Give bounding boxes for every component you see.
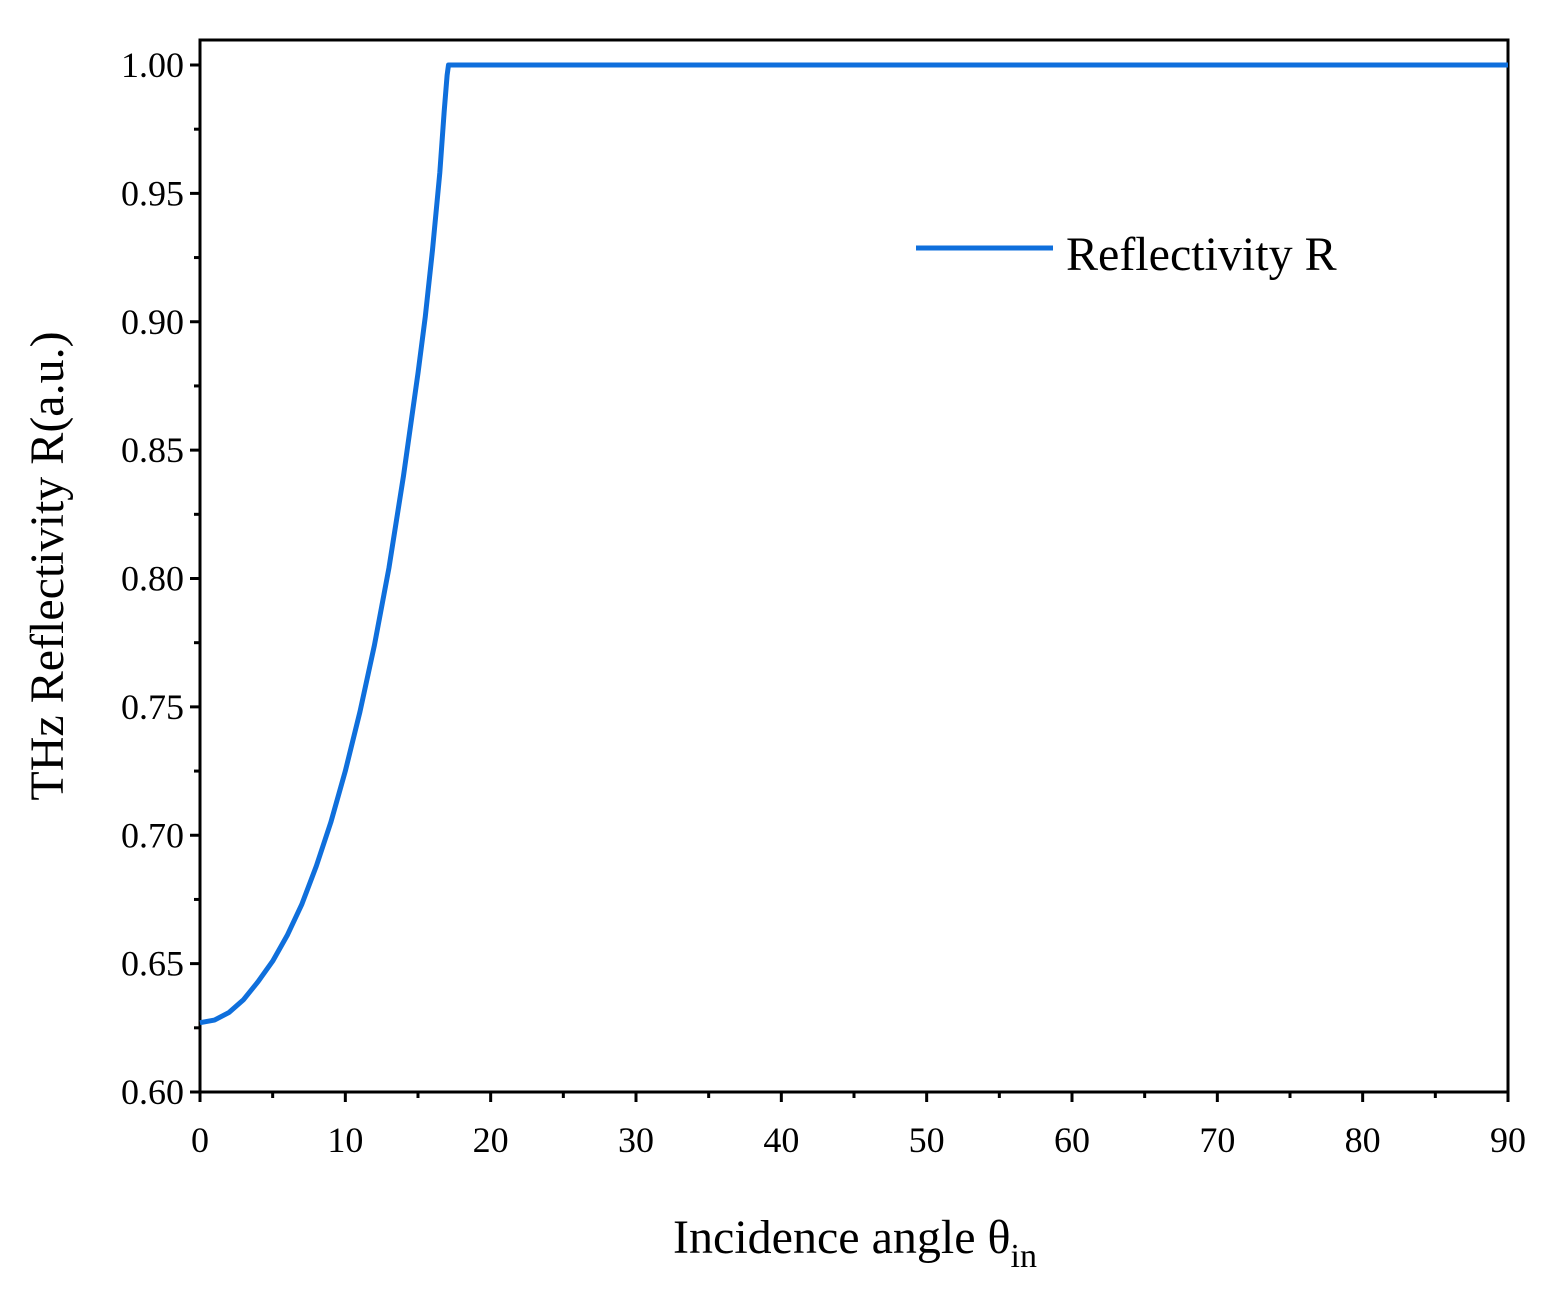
y-tick-label: 0.95 xyxy=(121,173,184,213)
x-axis-ticks: 0 10 20 30 40 50 60 70 80 90 xyxy=(191,1092,1526,1160)
x-tick-label: 50 xyxy=(909,1120,945,1160)
x-axis-title: Incidence angle θin xyxy=(673,1211,1037,1275)
x-tick-label: 70 xyxy=(1199,1120,1235,1160)
y-tick-label: 0.85 xyxy=(121,430,184,470)
y-tick-label: 0.70 xyxy=(121,815,184,855)
y-axis-title: THz Reflectivity R(a.u.) xyxy=(21,331,74,800)
series-line xyxy=(199,62,1508,1026)
y-tick-label: 0.65 xyxy=(121,944,184,984)
x-tick-label: 40 xyxy=(763,1120,799,1160)
legend-label: Reflectivity R xyxy=(1066,228,1337,281)
x-tick-label: 60 xyxy=(1054,1120,1090,1160)
x-tick-label: 10 xyxy=(327,1120,363,1160)
plot-frame xyxy=(198,38,1510,1094)
y-axis-ticks: 0.60 0.65 0.70 0.75 0.80 0.85 0.90 0.95 1.00 xyxy=(121,45,200,1112)
legend: Reflectivity R xyxy=(916,228,1337,281)
x-tick-label: 90 xyxy=(1490,1120,1526,1160)
x-tick-label: 80 xyxy=(1345,1120,1381,1160)
x-tick-label: 20 xyxy=(473,1120,509,1160)
y-tick-label: 1.00 xyxy=(121,45,184,85)
x-axis-title-subscript: in xyxy=(1011,1238,1037,1275)
x-axis-title-main: Incidence angle θ xyxy=(673,1211,1010,1264)
y-tick-label: 0.60 xyxy=(121,1072,184,1112)
x-tick-label: 30 xyxy=(618,1120,654,1160)
y-tick-label: 0.80 xyxy=(121,559,184,599)
series-layer xyxy=(199,62,1508,1026)
x-tick-label: 0 xyxy=(191,1120,209,1160)
y-tick-label: 0.90 xyxy=(121,302,184,342)
y-tick-label: 0.75 xyxy=(121,687,184,727)
